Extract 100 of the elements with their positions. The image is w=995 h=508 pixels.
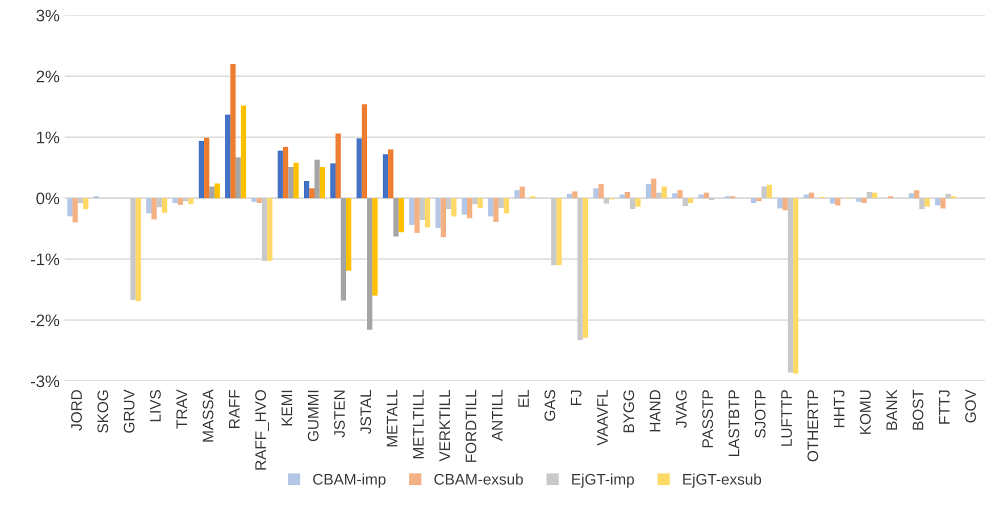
x-tick-label: KEMI: [282, 390, 292, 426]
bar: [651, 178, 656, 198]
bar: [940, 198, 946, 208]
bar: [472, 198, 478, 204]
x-tick-label: JVAG: [676, 390, 687, 428]
bar: [577, 198, 583, 340]
x-tick-label: HAND: [650, 390, 660, 432]
bar: [804, 194, 809, 198]
x-tick-label: GAS: [544, 390, 556, 421]
bar: [593, 188, 598, 198]
bar: [435, 198, 441, 228]
x-tick-label: GUMMI: [308, 390, 319, 442]
y-tick-label: 2%: [36, 70, 60, 82]
bar: [278, 150, 283, 198]
bar: [183, 198, 188, 202]
bar: [372, 198, 378, 296]
x-tick-label: MASSA: [202, 389, 214, 442]
bar: [282, 146, 288, 198]
bar: [662, 186, 667, 198]
bar: [919, 198, 925, 210]
bar: [488, 198, 494, 216]
bar: [682, 198, 688, 206]
bar: [598, 184, 604, 198]
x-tick-label: PASSTP: [702, 390, 714, 448]
x-tick-label: METLTILL: [413, 390, 424, 458]
bar: [451, 198, 456, 216]
bar: [514, 190, 520, 198]
bar: [188, 198, 194, 204]
bar: [656, 192, 662, 198]
bar: [835, 198, 840, 206]
bar: [240, 105, 246, 198]
x-tick-label: OTHERTP: [807, 390, 818, 462]
bar: [551, 198, 556, 266]
bar: [320, 167, 326, 198]
bar: [293, 162, 299, 198]
bar: [67, 198, 73, 216]
bar: [388, 149, 394, 198]
x-tick-label: FJ: [570, 390, 582, 406]
bar: [688, 198, 694, 203]
legend-label: EjGT-imp: [572, 473, 634, 488]
x-tick-label: JSTEN: [334, 390, 345, 438]
bar: [478, 198, 483, 208]
bar: [777, 198, 783, 208]
bar: [793, 198, 798, 374]
bar: [209, 186, 215, 198]
bar: [630, 198, 636, 210]
bar: [856, 198, 862, 202]
bar: [498, 198, 504, 208]
bar: [872, 192, 878, 198]
bar: [866, 192, 872, 198]
bar: [336, 134, 341, 198]
legend-label: CBAM-imp: [313, 473, 386, 488]
x-tick-label: JORD: [71, 390, 82, 431]
bar: [162, 198, 168, 213]
x-tick-label: LASTBTP: [728, 390, 740, 456]
bar: [304, 181, 310, 198]
bar: [908, 193, 914, 198]
bar: [424, 198, 430, 228]
bar: [414, 198, 420, 233]
bar: [914, 190, 920, 198]
bar: [230, 64, 236, 198]
x-tick-label: TRAV: [176, 389, 187, 429]
bar: [704, 192, 709, 198]
bar: [367, 198, 372, 330]
bar: [935, 198, 940, 206]
bar: [72, 198, 78, 223]
x-tick-label: VAAVFL: [597, 390, 608, 446]
bar: [572, 191, 578, 198]
bar: [256, 198, 262, 203]
bar: [556, 198, 562, 266]
legend-label: CBAM-exsub: [434, 473, 523, 485]
bar: [504, 198, 510, 214]
bar: [782, 198, 788, 210]
bar: [288, 167, 294, 198]
bar: [924, 198, 930, 207]
bar: [340, 198, 346, 301]
bar: [214, 183, 220, 198]
bar: [393, 198, 399, 237]
x-tick-label: RAFF: [229, 390, 240, 428]
bar: [624, 192, 630, 198]
bar: [146, 198, 152, 214]
x-tick-label: ANTILL: [492, 390, 503, 442]
x-tick-label: FORDTILL: [466, 390, 476, 462]
bar: [78, 198, 84, 203]
bar: [635, 198, 641, 207]
bar: [672, 193, 678, 198]
bar: [262, 198, 268, 261]
x-tick-label: FTTJ: [939, 390, 950, 424]
x-tick-label: GOV: [965, 389, 976, 423]
bar: [356, 138, 362, 198]
bar: [830, 198, 836, 204]
bar: [677, 190, 683, 198]
bar: [766, 184, 772, 198]
y-tick-label: 1%: [36, 132, 60, 144]
bar: [362, 104, 368, 198]
bar: [204, 138, 210, 198]
x-tick-label: BANK: [886, 390, 897, 430]
bar: [346, 198, 352, 271]
y-tick-label: -1%: [30, 254, 60, 266]
bar: [225, 114, 230, 198]
